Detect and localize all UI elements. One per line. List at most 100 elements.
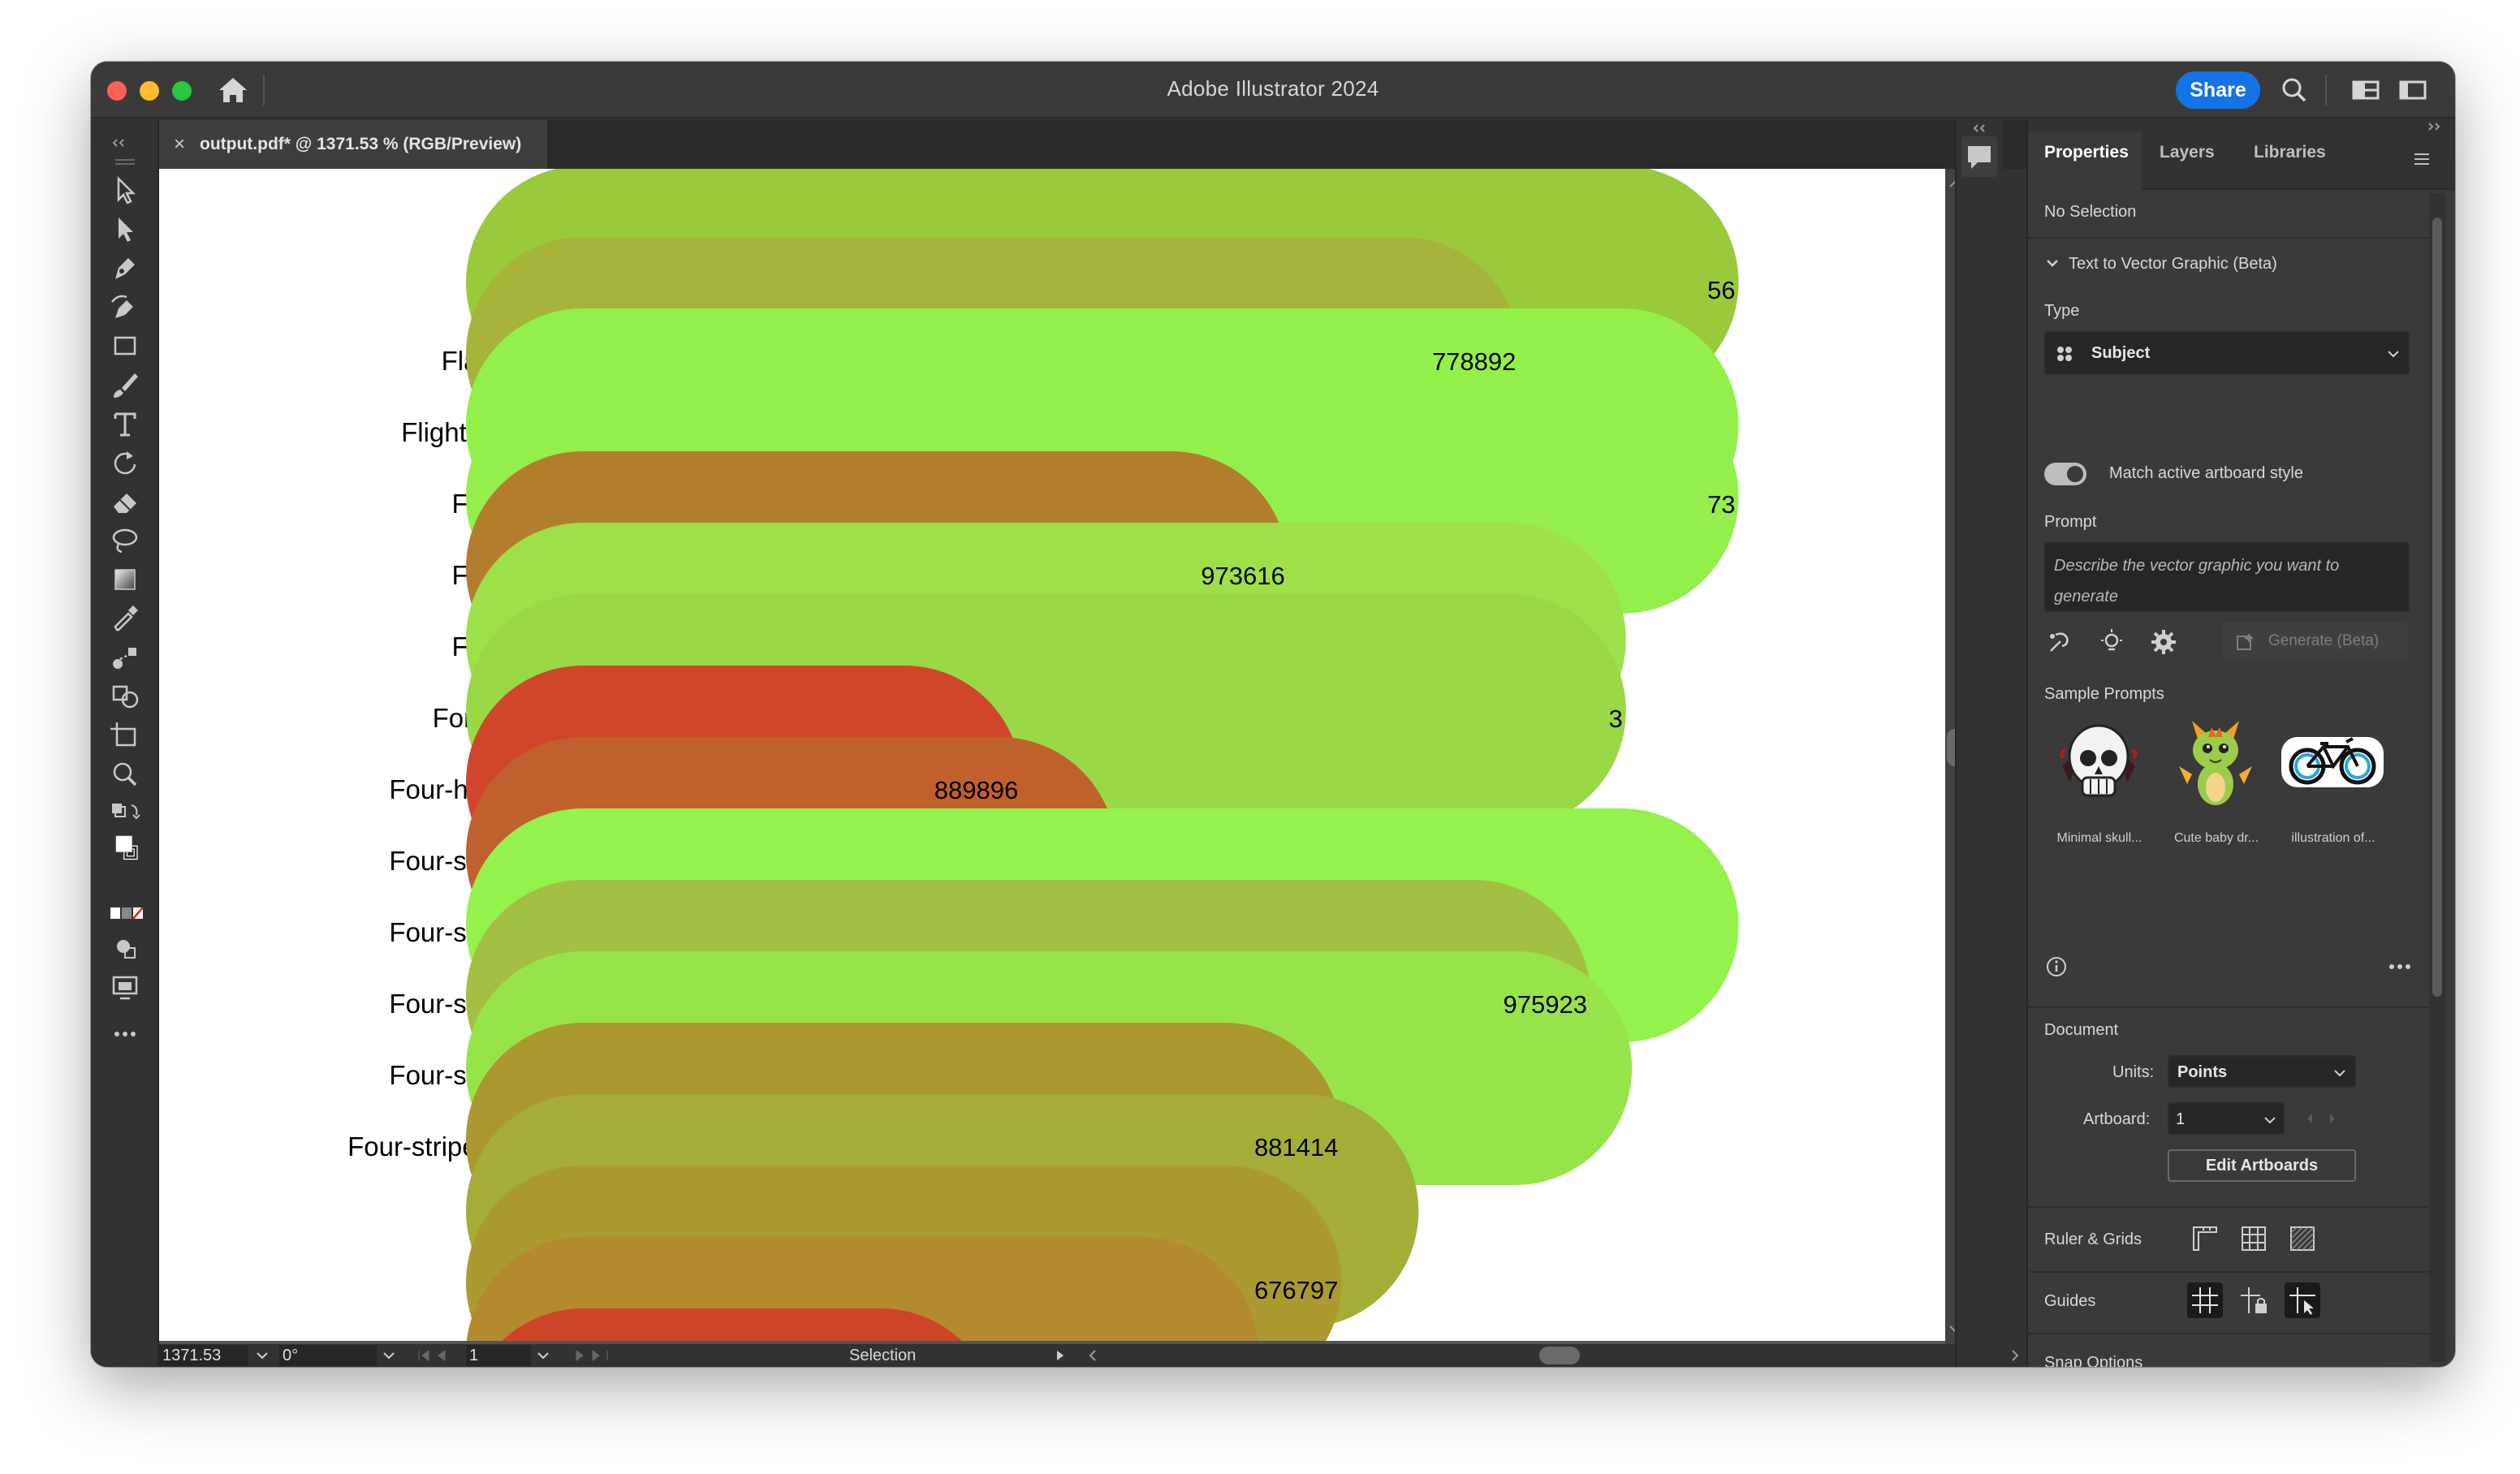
swap-fill-stroke-icon[interactable] <box>107 797 143 830</box>
current-tool-label: Selection <box>849 1347 917 1364</box>
comments-button[interactable] <box>1961 136 1997 177</box>
grid-toggle[interactable] <box>2236 1221 2272 1256</box>
lock-guides-toggle[interactable] <box>2236 1282 2272 1318</box>
chevron-down-icon[interactable] <box>2044 255 2060 271</box>
info-icon[interactable] <box>2044 955 2069 979</box>
fill-stroke-swatch[interactable] <box>107 833 143 885</box>
units-select[interactable]: Points <box>2168 1055 2356 1088</box>
zoom-tool-icon[interactable] <box>107 758 143 791</box>
rotation-field[interactable]: 0° <box>279 1345 377 1366</box>
status-bar: 1371.53 0° 1 Selection <box>159 1344 2059 1367</box>
type-select[interactable]: Subject <box>2044 331 2410 375</box>
lasso-tool-icon[interactable] <box>107 524 143 557</box>
lightbulb-icon[interactable] <box>2096 627 2127 657</box>
play-icon[interactable] <box>1052 1347 1068 1364</box>
zoom-level-field[interactable]: 1371.53 <box>159 1345 248 1366</box>
direct-selection-tool-icon[interactable] <box>107 213 143 245</box>
tab-layers[interactable]: Layers <box>2160 143 2215 162</box>
lock-guides-icon <box>2241 1287 2267 1313</box>
chevron-down-icon <box>2334 1070 2345 1077</box>
smart-guides-toggle[interactable] <box>2285 1282 2320 1318</box>
panel-menu-icon[interactable] <box>2411 151 2432 167</box>
generate-icon <box>2237 633 2254 650</box>
more-tools-icon[interactable] <box>107 1018 143 1050</box>
match-style-toggle[interactable] <box>2044 463 2086 485</box>
bar <box>502 1308 962 1341</box>
style-picker-icon[interactable] <box>2044 627 2075 657</box>
sample-caption: Cute baby dr... <box>2173 831 2259 845</box>
panel-scrollbar[interactable] <box>2429 193 2445 1362</box>
artboard-nav-arrows[interactable] <box>2301 1110 2341 1127</box>
color-mode-icon[interactable] <box>107 898 144 920</box>
workspace-switcher-icon[interactable] <box>2350 75 2382 106</box>
active-tab-background <box>2028 131 2142 190</box>
panel-scroll-thumb[interactable] <box>2432 218 2442 997</box>
sample-skull-thumbnail[interactable] <box>2046 709 2151 815</box>
rectangle-tool-icon[interactable] <box>107 330 143 362</box>
tab-libraries[interactable]: Libraries <box>2254 143 2326 162</box>
share-button[interactable]: Share <box>2176 71 2260 109</box>
properties-panel: Properties Layers Libraries No Selection… <box>2026 120 2455 1367</box>
toolbar-grip-icon[interactable] <box>107 127 143 147</box>
blend-tool-icon[interactable] <box>107 641 143 674</box>
value-label: 889896 <box>934 776 1018 804</box>
paintbrush-tool-icon[interactable] <box>107 368 143 401</box>
toolbar-drag-handle[interactable] <box>107 146 143 165</box>
show-guides-toggle[interactable] <box>2187 1282 2223 1318</box>
prompt-textarea[interactable]: Describe the vector graphic you want to … <box>2044 542 2410 612</box>
arrange-documents-icon[interactable] <box>2397 75 2429 106</box>
ruler-grids-label: Ruler & Grids <box>2044 1230 2142 1248</box>
sample-bicycle-thumbnail[interactable] <box>2280 709 2385 815</box>
artboard-select[interactable]: 1 <box>2168 1102 2285 1135</box>
chevron-down-icon[interactable] <box>534 1347 552 1364</box>
home-icon[interactable] <box>213 71 253 109</box>
edit-artboards-button[interactable]: Edit Artboards <box>2168 1149 2356 1182</box>
scroll-right-icon[interactable] <box>2007 1347 2023 1364</box>
section-divider <box>2028 1206 2434 1208</box>
first-artboard-icon[interactable] <box>412 1347 461 1364</box>
canvas-area[interactable]: Flamingo, gFlightless cormFlycatcher,Fly… <box>159 169 2059 1344</box>
gear-icon[interactable] <box>2148 627 2179 657</box>
document-tab[interactable]: × output.pdf* @ 1371.53 % (RGB/Preview) <box>159 120 547 169</box>
ruler-toggle[interactable] <box>2187 1221 2223 1256</box>
artboard-tool-icon[interactable] <box>107 719 143 752</box>
tab-properties[interactable]: Properties <box>2044 143 2129 162</box>
screen-mode-icon[interactable] <box>107 971 143 1003</box>
gradient-tool-icon[interactable] <box>107 563 143 596</box>
draw-mode-icon[interactable] <box>107 932 143 964</box>
generate-button[interactable]: Generate (Beta) <box>2223 622 2408 661</box>
section-title[interactable]: Text to Vector Graphic (Beta) <box>2069 255 2277 273</box>
artboard-label: Artboard: <box>2083 1110 2151 1128</box>
collapse-panels-icon[interactable] <box>2414 120 2447 133</box>
search-icon[interactable] <box>2278 75 2311 106</box>
close-document-icon[interactable]: × <box>174 133 186 155</box>
horizontal-scroll-thumb[interactable] <box>1539 1347 1580 1364</box>
type-tool-icon[interactable] <box>107 407 143 440</box>
rotate-tool-icon[interactable] <box>107 446 143 479</box>
eyedropper-tool-icon[interactable] <box>107 602 143 635</box>
minimize-window-button[interactable] <box>140 81 159 101</box>
chevron-down-icon[interactable] <box>380 1347 398 1364</box>
eraser-tool-icon[interactable] <box>107 485 143 518</box>
collapse-panel-icon[interactable] <box>1963 122 1996 135</box>
more-options-icon[interactable] <box>2385 956 2414 977</box>
value-labels: 56 778892 73 973616 3 889896 975923 881414 67679… <box>934 276 1736 1304</box>
shape-builder-tool-icon[interactable] <box>107 680 143 713</box>
artboard-number-field[interactable]: 1 <box>466 1345 531 1366</box>
close-window-button[interactable] <box>107 81 127 101</box>
selection-tool-icon[interactable] <box>107 174 143 206</box>
curvature-tool-icon[interactable] <box>107 291 143 323</box>
artboard[interactable]: Flamingo, gFlightless cormFlycatcher,Fly… <box>159 169 1945 1341</box>
chevron-down-icon[interactable] <box>253 1347 271 1364</box>
title-separator <box>263 75 265 106</box>
transparency-grid-toggle[interactable] <box>2285 1221 2320 1256</box>
scroll-left-icon[interactable] <box>1085 1347 1101 1364</box>
guides-label: Guides <box>2044 1292 2096 1310</box>
pen-tool-icon[interactable] <box>107 252 143 284</box>
match-style-label: Match active artboard style <box>2109 464 2303 482</box>
sample-dragon-thumbnail[interactable] <box>2163 709 2268 815</box>
zoom-window-button[interactable] <box>172 81 192 101</box>
comment-icon <box>1968 146 1991 169</box>
last-artboard-icon[interactable] <box>568 1347 617 1364</box>
guides-icon <box>2192 1287 2218 1313</box>
